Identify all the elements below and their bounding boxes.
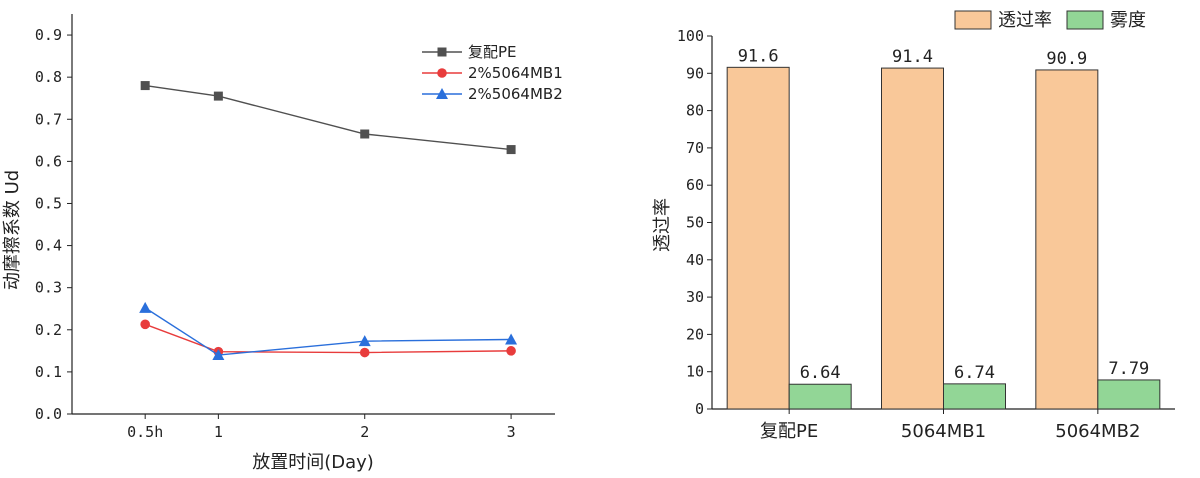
bar-data-label: 91.6 [738,46,779,66]
data-point-series-3 [358,335,371,347]
data-point-series-2 [140,319,150,330]
line-chart-y-tick-label: 0.2 [35,321,62,339]
bar-data-label: 7.79 [1108,359,1149,379]
series-line-1 [145,84,512,151]
bar-chart: 0 10 20 30 40 50 60 70 80 90 100 91.6 6.64 91.4 6.74 9… [652,10,1175,442]
bar-chart-y-tick-label: 90 [686,64,704,82]
bar-data-label: 6.74 [954,363,995,383]
bar-chart-y-tick-label: 30 [686,288,704,306]
bar-chart-y-label: 透过率 [652,198,673,252]
data-point-series-2 [359,347,370,358]
bar-haze [1097,379,1161,410]
line-chart-y-tick-label: 0.4 [35,237,62,255]
legend-label: 2%5064MB1 [468,64,563,82]
bar-chart-y-tick-label: 70 [686,139,704,157]
legend-label: 透过率 [998,10,1052,31]
bar-transmittance [1035,69,1099,410]
legend-marker [437,47,447,57]
bar-transmittance [881,67,944,410]
line-chart-y-tick-label: 0.0 [35,405,62,423]
data-point-series-3 [505,333,518,345]
line-chart-legend: 复配PE 2%5064MB1 2%5064MB2 [422,43,563,103]
line-chart-x-tick-label: 1 [214,423,223,441]
bar-data-label: 90.9 [1046,49,1087,69]
legend-label: 2%5064MB2 [468,85,563,103]
line-chart-y-tick-label: 0.5 [35,194,62,212]
data-point-series-1 [506,145,516,155]
series-line-2 [144,323,512,354]
bar-chart-x-tick-label: 复配PE [760,421,818,442]
data-point-series-2 [506,346,516,356]
bar-transmittance [726,66,790,410]
bar-chart-y-tick-label: 50 [686,214,704,232]
series-line-3 [144,307,512,356]
bar-data-label: 6.64 [800,363,841,383]
line-chart: 0.0 0.1 0.2 0.3 0.4 0.5 0.6 0.7 0.8 0.9 0.5h 1 2 3 放… [2,14,563,473]
line-chart-y-tick-label: 0.7 [35,110,62,128]
line-chart-x-tick-label: 0.5h [127,423,163,441]
legend-swatch [954,10,992,30]
line-chart-y-tick-label: 0.6 [35,152,62,170]
bar-chart-y-tick-label: 0 [695,400,704,418]
data-point-series-1 [213,91,223,101]
bar-chart-y-tick-label: 100 [677,27,704,45]
line-chart-y-tick-label: 0.9 [35,26,62,44]
legend-label: 雾度 [1110,10,1146,31]
bar-haze [943,383,1006,410]
bar-chart-legend: 透过率 雾度 [954,10,1146,31]
line-chart-y-tick-label: 0.1 [35,363,62,381]
legend-marker [437,68,447,78]
line-chart-x-tick-label: 2 [360,423,369,441]
bar-chart-y-tick-label: 20 [686,325,704,343]
data-point-series-1 [140,81,150,91]
data-point-series-3 [212,349,225,361]
bar-chart-y-tick-label: 60 [686,176,704,194]
bar-haze [788,383,852,410]
line-chart-y-tick-label: 0.3 [35,279,62,297]
bar-chart-x-tick-label: 5064MB1 [901,421,986,442]
bar-chart-y-tick-label: 40 [686,251,704,269]
data-point-series-3 [139,301,152,313]
legend-label: 复配PE [468,43,517,61]
bar-chart-y-tick-label: 10 [686,363,704,381]
data-point-series-1 [360,129,370,139]
bar-chart-y-tick-label: 80 [686,102,704,120]
line-chart-y-tick-label: 0.8 [35,68,62,86]
line-chart-x-tick-label: 3 [507,423,516,441]
line-chart-x-label: 放置时间(Day) [252,452,374,473]
bar-data-label: 91.4 [892,47,933,67]
line-chart-y-label: 动摩擦系数 Ud [2,170,23,290]
legend-swatch [1066,10,1104,30]
bar-chart-x-tick-label: 5064MB2 [1055,421,1140,442]
legend-marker [436,88,448,99]
